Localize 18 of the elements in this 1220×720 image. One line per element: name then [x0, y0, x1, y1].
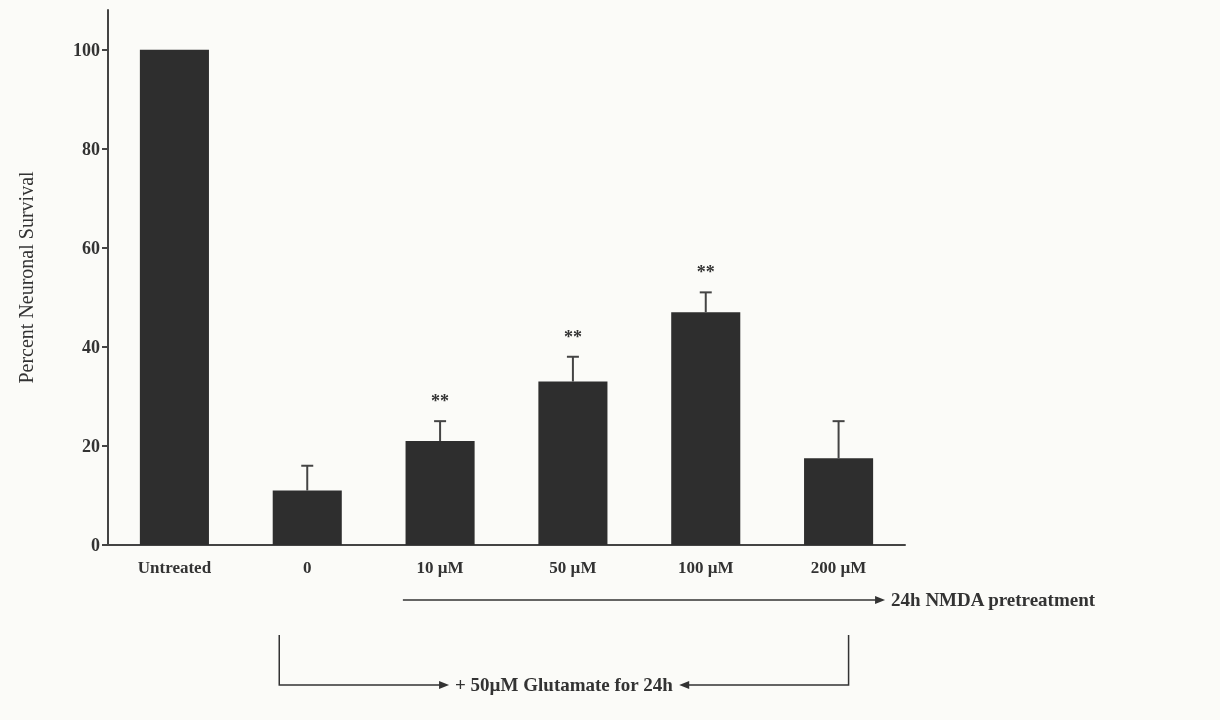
- x-tick-label: 200 µM: [810, 558, 867, 577]
- y-tick-label: 60: [82, 237, 100, 258]
- x-tick-label: 10 µM: [416, 558, 464, 577]
- x-tick-label: 100 µM: [677, 558, 734, 577]
- y-tick-label: 40: [82, 336, 100, 357]
- annotation: **: [563, 326, 582, 347]
- x-tick-label: Untreated: [137, 558, 212, 577]
- y-axis-title: Percent Neuronal Survival: [15, 170, 37, 384]
- annotation: **: [696, 262, 715, 283]
- x-tick-label: 0: [303, 558, 312, 577]
- text: 24h NMDA pretreatment: [891, 589, 1096, 610]
- y-tick-label: 80: [82, 138, 100, 159]
- y-tick-label: 100: [73, 39, 100, 60]
- y-tick-label: 20: [82, 435, 100, 456]
- text: + 50µM Glutamate for 24h: [455, 674, 674, 695]
- x-tick-label: 50 µM: [549, 558, 597, 577]
- y-tick-label: 0: [91, 535, 100, 555]
- annotation: **: [431, 391, 450, 412]
